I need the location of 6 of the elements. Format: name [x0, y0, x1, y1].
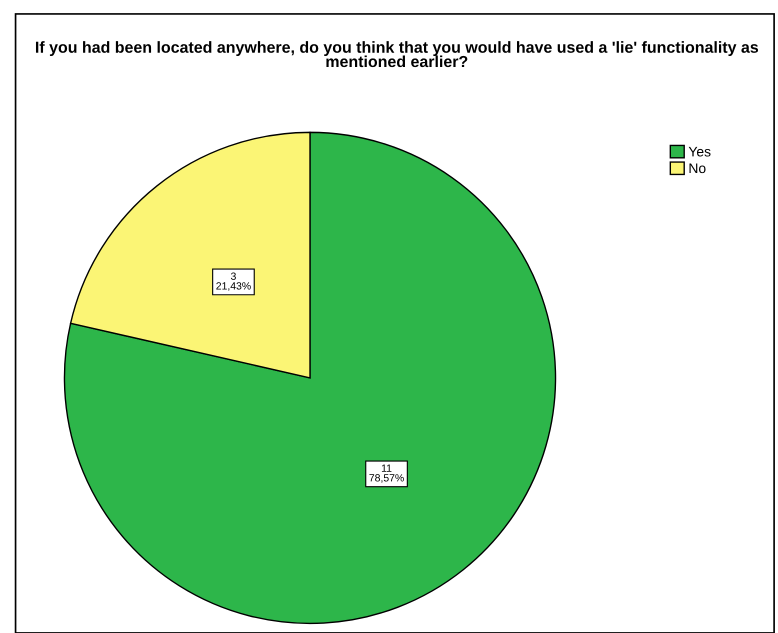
pie-slice [64, 132, 556, 624]
data-label: 11 78,57% [369, 464, 404, 483]
data-label: 3 21,43% [216, 272, 251, 291]
chart-title: If you had been located anywhere, do you think that you would have used a 'lie' functionality as mentioned earlier? [36, 41, 758, 68]
legend-label: No [690, 163, 706, 174]
legend-label: Yes [688, 146, 711, 157]
